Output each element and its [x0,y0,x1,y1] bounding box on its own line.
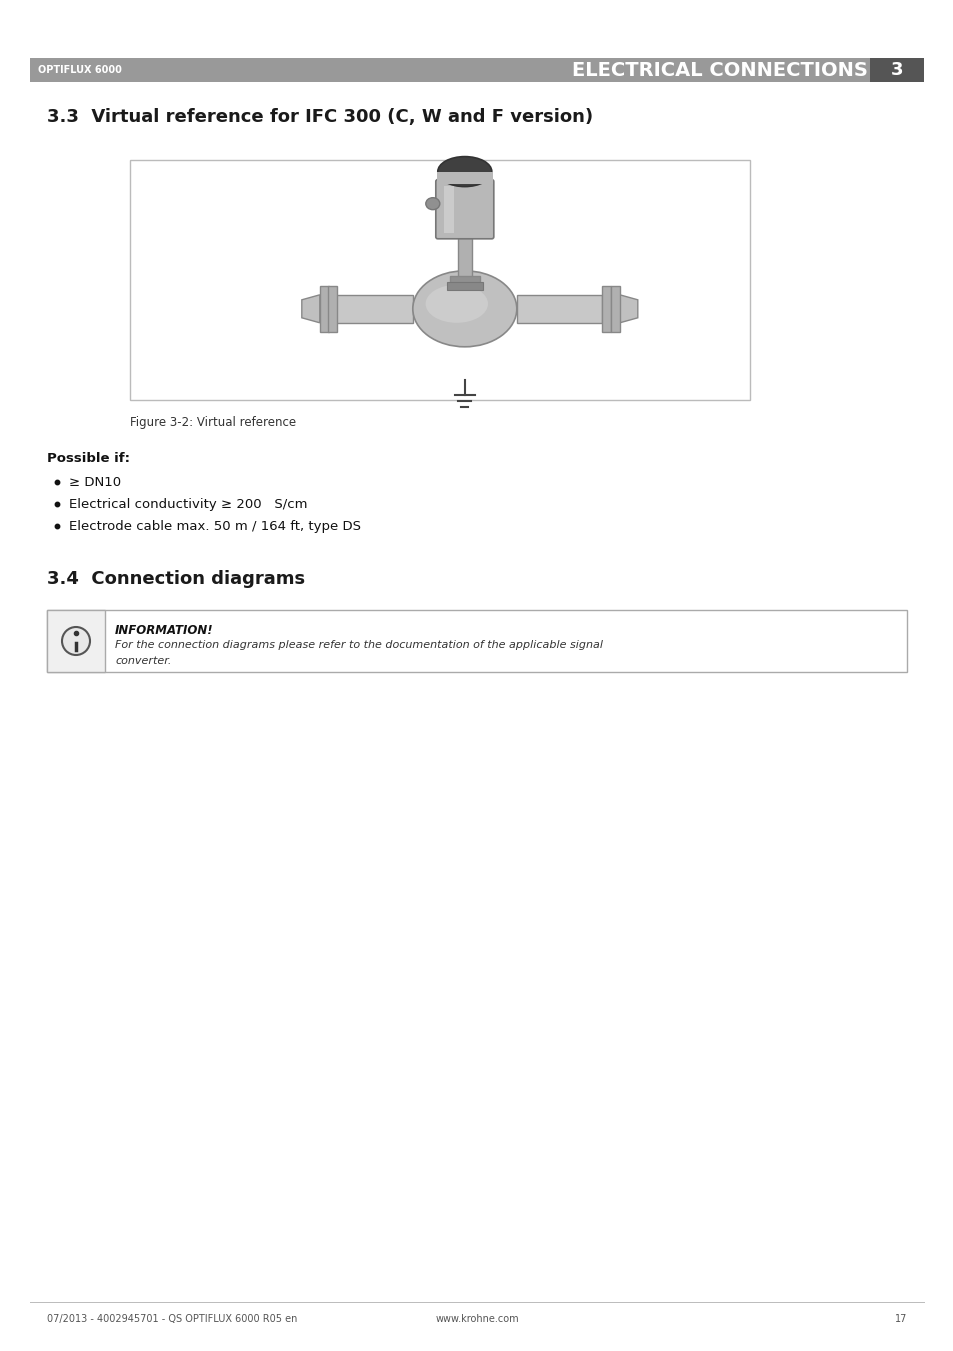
Bar [517,295,601,323]
Text: INFORMATION!: INFORMATION! [115,624,213,638]
FancyBboxPatch shape [436,180,494,239]
Text: 3: 3 [890,61,902,78]
Bar [130,159,749,400]
Ellipse shape [413,270,517,347]
Bar [446,282,482,290]
Bar [610,286,619,332]
Bar [443,185,454,232]
Polygon shape [619,295,638,323]
Bar [437,172,492,181]
Bar [30,58,869,82]
Text: ELECTRICAL CONNECTIONS: ELECTRICAL CONNECTIONS [572,61,867,80]
Text: converter.: converter. [115,657,172,666]
Bar [436,172,493,184]
Bar [47,611,105,671]
Text: 3.3  Virtual reference for IFC 300 (C, W and F version): 3.3 Virtual reference for IFC 300 (C, W … [47,108,593,126]
Text: Figure 3-2: Virtual reference: Figure 3-2: Virtual reference [130,416,295,430]
Bar [47,611,906,671]
Ellipse shape [62,627,90,655]
Text: 17: 17 [894,1315,906,1324]
Text: 07/2013 - 4002945701 - QS OPTIFLUX 6000 R05 en: 07/2013 - 4002945701 - QS OPTIFLUX 6000 … [47,1315,297,1324]
Polygon shape [301,295,319,323]
Text: ≥ DN10: ≥ DN10 [69,476,121,489]
Text: Electrical conductivity ≥ 200   S/cm: Electrical conductivity ≥ 200 S/cm [69,499,307,511]
Bar [319,286,329,332]
Text: 3.4  Connection diagrams: 3.4 Connection diagrams [47,570,305,588]
Ellipse shape [425,197,439,209]
Text: For the connection diagrams please refer to the documentation of the applicable : For the connection diagrams please refer… [115,640,602,650]
Bar [601,286,610,332]
Text: www.krohne.com: www.krohne.com [435,1315,518,1324]
Bar [457,236,472,282]
Text: Electrode cable max. 50 m / 164 ft, type DS: Electrode cable max. 50 m / 164 ft, type… [69,520,360,534]
Ellipse shape [425,285,488,323]
Bar [328,295,413,323]
Bar [328,286,336,332]
Bar [869,58,923,82]
Bar [449,276,479,288]
Text: OPTIFLUX 6000: OPTIFLUX 6000 [38,65,122,76]
Text: Possible if:: Possible if: [47,453,130,465]
Ellipse shape [437,157,492,186]
